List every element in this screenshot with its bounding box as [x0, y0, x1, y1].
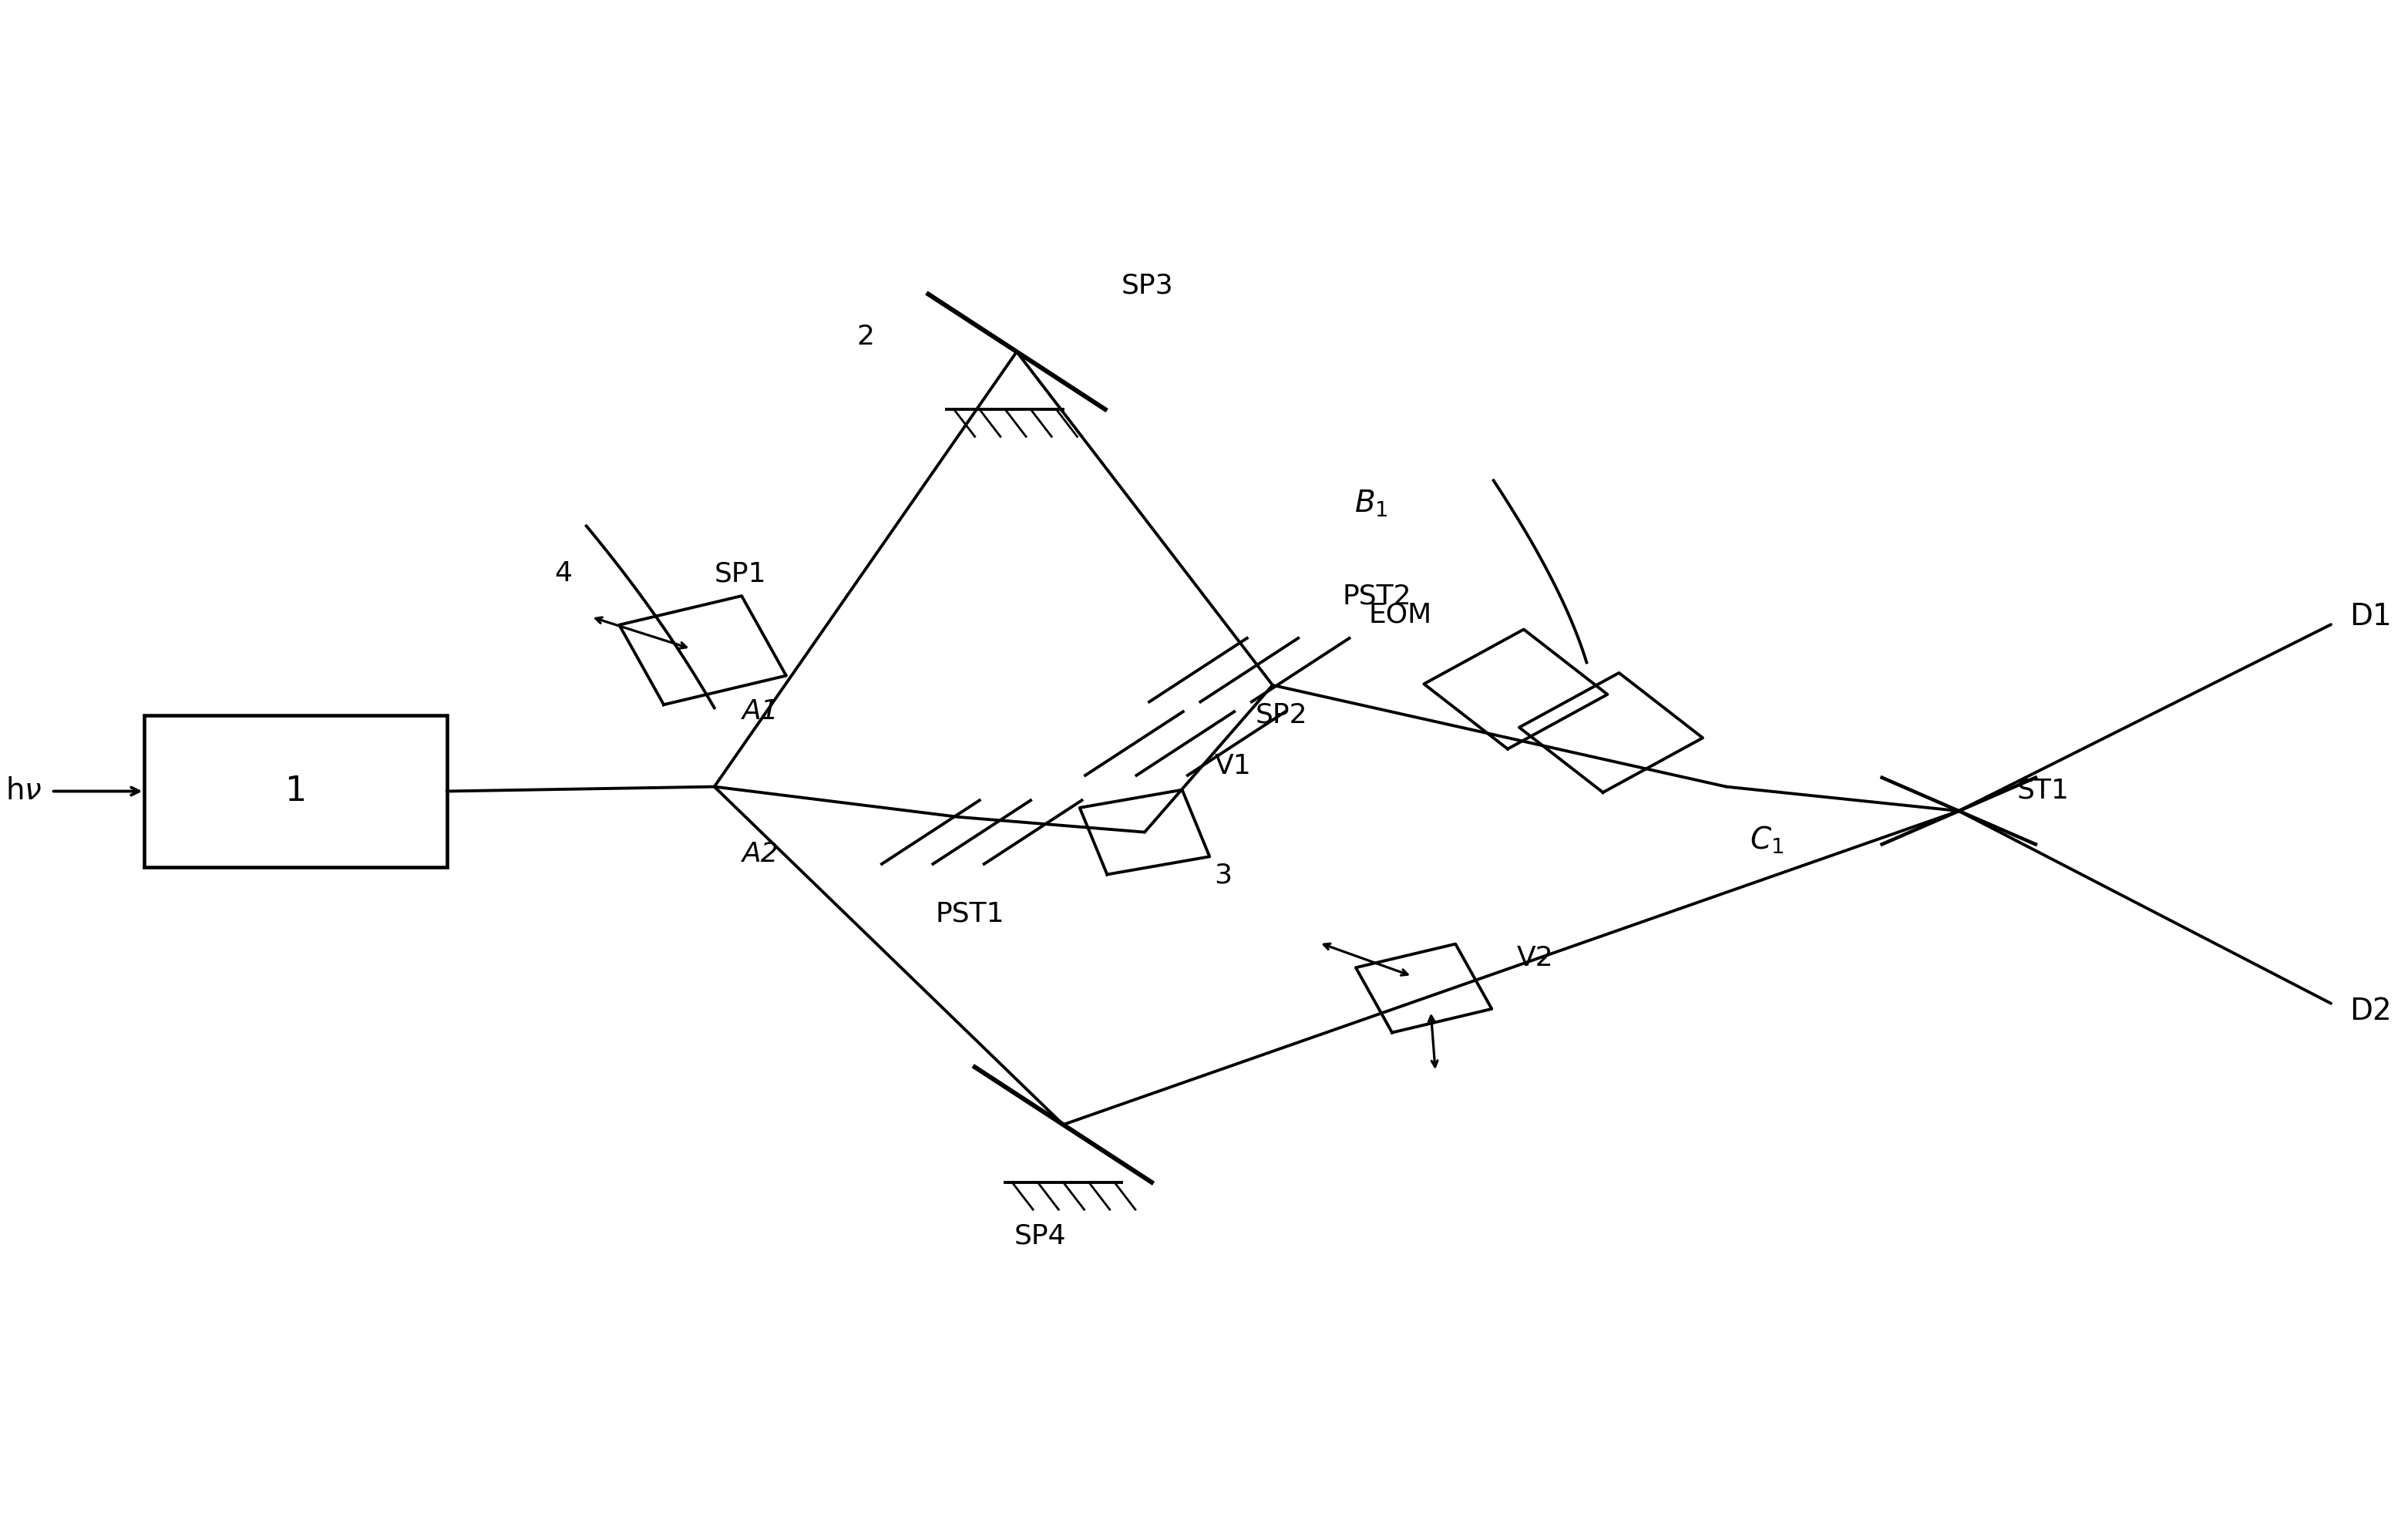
Text: PST1: PST1 — [934, 901, 1004, 927]
Text: SP3: SP3 — [1122, 272, 1173, 298]
Text: EOM: EOM — [1368, 601, 1433, 627]
Text: SP4: SP4 — [1014, 1223, 1067, 1250]
Text: V1: V1 — [1214, 753, 1252, 779]
Text: V2: V2 — [1517, 945, 1553, 971]
Text: A1: A1 — [742, 698, 780, 724]
Text: D1: D1 — [2350, 603, 2391, 632]
Text: D2: D2 — [2350, 996, 2391, 1025]
Text: $B_1$: $B_1$ — [1353, 489, 1387, 518]
Text: SP1: SP1 — [715, 561, 766, 587]
Text: A2: A2 — [742, 841, 780, 867]
Text: SP2: SP2 — [1255, 702, 1308, 729]
Text: ST1: ST1 — [2018, 778, 2068, 804]
Text: $C_1$: $C_1$ — [1751, 824, 1784, 856]
Text: 1: 1 — [284, 775, 306, 808]
Text: PST2: PST2 — [1341, 583, 1411, 609]
Text: 4: 4 — [554, 561, 573, 587]
Text: 2: 2 — [857, 323, 874, 349]
Text: h$\nu$: h$\nu$ — [5, 776, 41, 805]
Text: 3: 3 — [1214, 862, 1233, 888]
